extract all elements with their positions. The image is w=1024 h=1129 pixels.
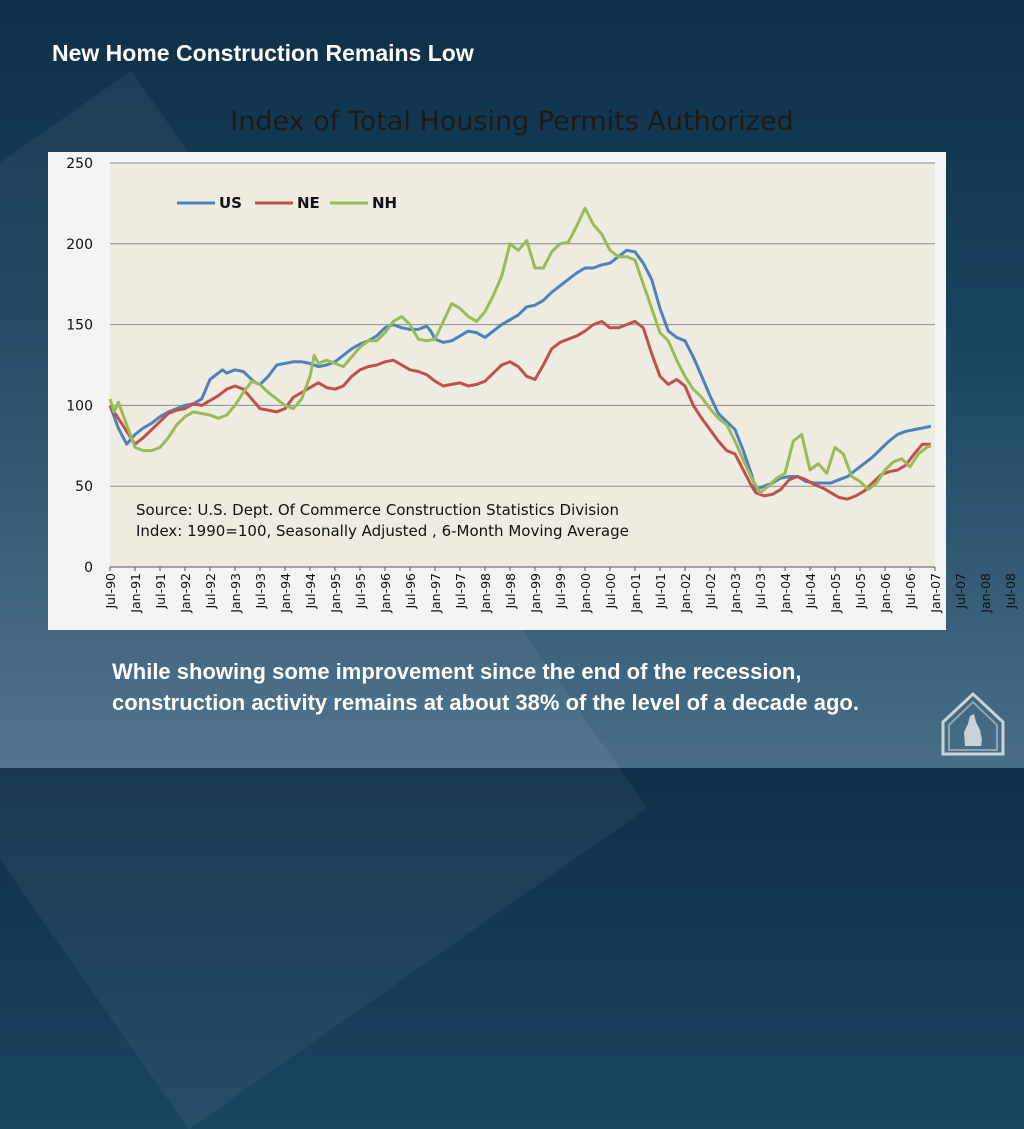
y-tick-label: 0 (84, 560, 93, 576)
x-tick-label: Jul-08 (1003, 573, 1018, 610)
chart-title: Index of Total Housing Permits Authorize… (230, 106, 794, 137)
x-tick-label: Jan-94 (278, 573, 293, 614)
x-tick-label: Jul-96 (403, 573, 418, 610)
series-line-nh (108, 206, 932, 495)
series-line-ne (108, 319, 931, 501)
x-tick-label: Jul-94 (303, 573, 318, 610)
x-tick-label: Jan-98 (478, 573, 493, 614)
source-note: Source: U.S. Dept. Of Commerce Construct… (136, 501, 619, 519)
plot-area (110, 163, 935, 567)
x-tick-label: Jul-04 (803, 573, 818, 610)
x-tick-label: Jan-95 (328, 573, 343, 614)
line-chart: 0 50 100 150 200 250 Jul-90 Jan-91 Jul-91 Jan-92… (48, 152, 1018, 630)
x-tick-label: Jul-91 (153, 573, 168, 610)
x-tick-label: Jul-02 (703, 573, 718, 610)
y-tick-label: 50 (75, 479, 93, 495)
x-tick-label: Jul-03 (753, 573, 768, 610)
x-tick-label: Jan-04 (778, 573, 793, 614)
x-tick-label: Jul-99 (553, 573, 568, 610)
legend-label-us: US (219, 194, 242, 212)
legend-label-ne: NE (297, 194, 320, 212)
new-hampshire-house-icon (937, 688, 1009, 765)
source-note: Index: 1990=100, Seasonally Adjusted , 6… (136, 522, 629, 540)
slide-caption: While showing some improvement since the… (112, 659, 859, 715)
x-tick-label: Jul-97 (453, 573, 468, 610)
y-tick-label: 150 (66, 318, 93, 334)
x-tick-label: Jan-97 (428, 573, 443, 614)
x-tick-label: Jul-06 (903, 573, 918, 610)
x-tick-label: Jul-00 (603, 573, 618, 610)
x-tick-label: Jan-07 (928, 573, 943, 614)
x-tick-label: Jul-90 (103, 573, 118, 610)
x-tick-label: Jul-07 (953, 573, 968, 610)
x-tick-label: Jan-02 (678, 573, 693, 614)
x-tick-label: Jul-05 (853, 573, 868, 610)
x-tick-label: Jan-96 (378, 573, 393, 614)
x-tick-label: Jan-93 (228, 573, 243, 614)
x-tick-label: Jan-03 (728, 573, 743, 614)
x-tick-label: Jan-92 (178, 573, 193, 614)
x-tick-label: Jan-08 (978, 573, 993, 614)
x-tick-label: Jan-00 (578, 573, 593, 614)
x-tick-label: Jan-05 (828, 573, 843, 614)
x-tick-label: Jul-95 (353, 573, 368, 610)
slide-title: New Home Construction Remains Low (52, 40, 474, 66)
x-tick-label: Jul-01 (653, 573, 668, 610)
series-line-us (108, 248, 932, 491)
x-tick-label: Jan-06 (878, 573, 893, 614)
y-tick-label: 200 (66, 237, 93, 253)
x-tick-label: Jul-93 (253, 573, 268, 610)
y-tick-label: 250 (66, 156, 93, 172)
x-tick-label: Jan-99 (528, 573, 543, 614)
y-tick-label: 100 (66, 398, 93, 414)
x-tick-label: Jul-98 (503, 573, 518, 610)
x-tick-label: Jan-01 (628, 573, 643, 614)
legend-label-nh: NH (372, 194, 397, 212)
x-tick-label: Jan-91 (128, 573, 143, 614)
x-tick-label: Jul-92 (203, 573, 218, 610)
